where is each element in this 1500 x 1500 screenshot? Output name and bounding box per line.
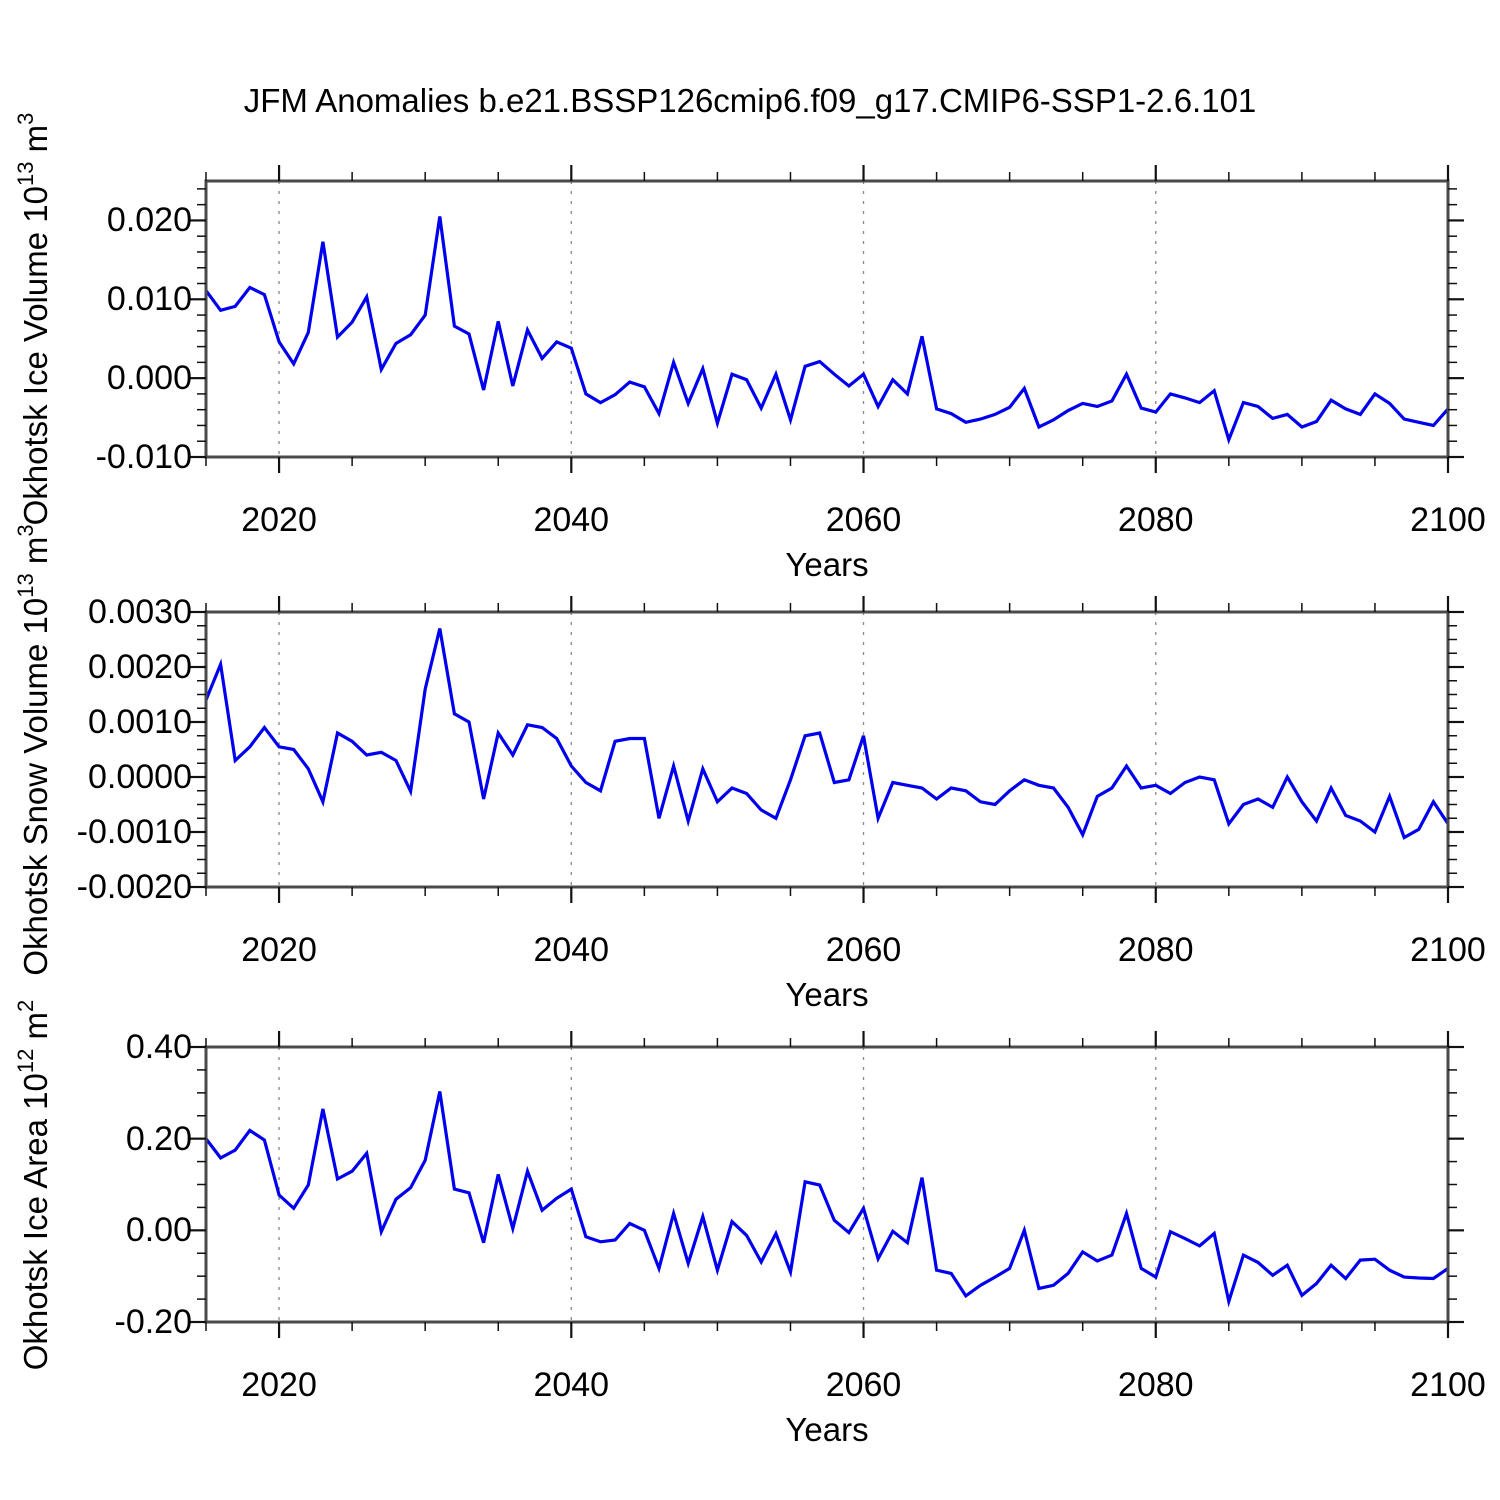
plot-area-border xyxy=(204,179,1450,459)
plot-area-border xyxy=(204,1045,1450,1324)
x-tick-label: 2020 xyxy=(241,1366,317,1404)
x-tick-label: 2080 xyxy=(1117,501,1194,539)
x-axis-label: Years xyxy=(785,1411,869,1448)
y-tick-label: 0.20 xyxy=(125,1119,192,1158)
y-tick-label: 0.0010 xyxy=(88,703,192,741)
y-axis-title-okhotsk-ice-area: Okhotsk Ice Area 1012 m2 xyxy=(13,999,54,1370)
x-tick-label: 2100 xyxy=(1410,501,1486,539)
y-tick-label: -0.010 xyxy=(95,438,192,476)
okhotsk-ice-volume-line xyxy=(204,216,1450,445)
x-axis-label: Years xyxy=(785,546,869,583)
x-tick-label: 2080 xyxy=(1117,931,1194,969)
y-tick-label: -0.0010 xyxy=(76,813,192,851)
x-tick-label: 2060 xyxy=(825,501,902,539)
x-tick-label: 2040 xyxy=(533,931,610,969)
okhotsk-ice-area-line xyxy=(204,1091,1449,1308)
x-tick-label: 2100 xyxy=(1410,1366,1486,1404)
x-tick-label: 2060 xyxy=(825,931,902,969)
x-tick-label: 2040 xyxy=(533,501,610,539)
y-tick-label: 0.010 xyxy=(106,280,192,319)
y-tick-label: 0.000 xyxy=(106,359,192,398)
x-axis-label: Years xyxy=(785,976,869,1013)
plot-area-border xyxy=(204,610,1450,889)
y-tick-label: 0.0000 xyxy=(88,758,192,796)
y-tick-label: 0.020 xyxy=(106,201,192,240)
y-tick-label: 0.40 xyxy=(125,1028,192,1066)
x-tick-label: 2020 xyxy=(241,501,317,539)
x-tick-label: 2080 xyxy=(1117,1366,1194,1404)
y-tick-label: 0.00 xyxy=(125,1211,192,1250)
x-tick-label: 2020 xyxy=(241,931,317,969)
x-tick-label: 2100 xyxy=(1410,931,1486,969)
okhotsk-snow-volume-line xyxy=(204,628,1450,840)
y-tick-label: 0.0030 xyxy=(88,593,192,631)
y-tick-label: -0.0020 xyxy=(76,868,192,906)
x-tick-label: 2060 xyxy=(825,1366,902,1404)
figure-title: JFM Anomalies b.e21.BSSP126cmip6.f09_g17… xyxy=(243,82,1257,119)
y-tick-label: -0.20 xyxy=(114,1303,193,1341)
x-tick-label: 2040 xyxy=(533,1366,610,1404)
y-tick-label: 0.0020 xyxy=(88,648,192,686)
